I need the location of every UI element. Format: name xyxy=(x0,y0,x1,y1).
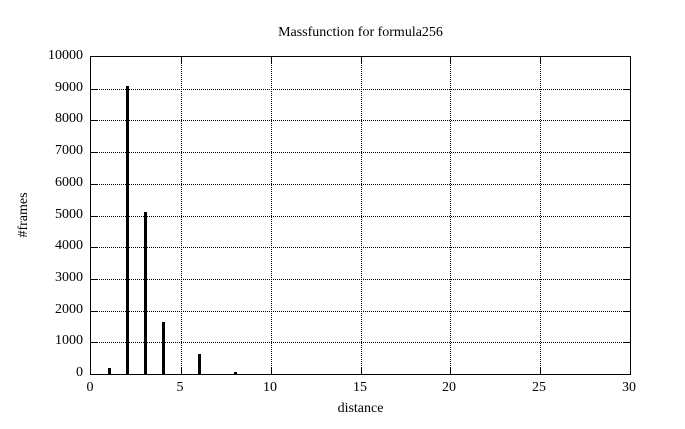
y-tick-left xyxy=(91,152,97,153)
x-tick-bottom xyxy=(181,368,182,374)
chart-title: Massfunction for formula256 xyxy=(278,25,443,40)
grid-line-horizontal xyxy=(91,152,630,153)
grid-line-vertical xyxy=(271,57,272,374)
y-tick-left xyxy=(91,342,97,343)
x-tick-top xyxy=(361,57,362,63)
y-tick-left xyxy=(91,120,97,121)
grid-line-horizontal xyxy=(91,279,630,280)
grid-line-horizontal xyxy=(91,216,630,217)
x-tick-bottom xyxy=(540,368,541,374)
x-tick-bottom xyxy=(271,368,272,374)
x-tick-label: 15 xyxy=(353,380,367,395)
grid-line-horizontal xyxy=(91,311,630,312)
y-tick-right xyxy=(624,152,630,153)
x-tick-top xyxy=(450,57,451,63)
y-tick-left xyxy=(91,311,97,312)
y-tick-left xyxy=(91,216,97,217)
y-tick-label: 8000 xyxy=(55,111,83,126)
x-tick-label: 30 xyxy=(622,380,636,395)
y-tick-label: 10000 xyxy=(48,48,83,63)
y-tick-right xyxy=(624,89,630,90)
y-tick-label: 9000 xyxy=(55,80,83,95)
impulse-bar xyxy=(126,85,129,374)
y-tick-right xyxy=(624,311,630,312)
y-tick-right xyxy=(624,342,630,343)
y-tick-label: 7000 xyxy=(55,143,83,158)
impulse-bar xyxy=(108,367,111,374)
y-tick-label: 5000 xyxy=(55,207,83,222)
grid-line-horizontal xyxy=(91,342,630,343)
x-axis-title: distance xyxy=(337,401,384,416)
x-tick-top xyxy=(540,57,541,63)
grid-line-vertical xyxy=(361,57,362,374)
x-tick-top xyxy=(271,57,272,63)
x-tick-bottom xyxy=(450,368,451,374)
x-tick-bottom xyxy=(361,368,362,374)
y-tick-right xyxy=(624,247,630,248)
impulse-bar xyxy=(234,372,237,374)
y-tick-left xyxy=(91,247,97,248)
plot-area xyxy=(90,56,631,375)
grid-line-horizontal xyxy=(91,89,630,90)
y-tick-right xyxy=(624,216,630,217)
impulse-bar xyxy=(162,321,165,374)
grid-line-horizontal xyxy=(91,184,630,185)
y-tick-right xyxy=(624,279,630,280)
x-tick-label: 20 xyxy=(442,380,456,395)
x-tick-label: 5 xyxy=(176,380,184,395)
impulse-bar xyxy=(198,354,201,374)
impulse-bar xyxy=(144,212,147,374)
y-tick-left xyxy=(91,89,97,90)
grid-line-horizontal xyxy=(91,120,630,121)
grid-line-vertical xyxy=(450,57,451,374)
y-tick-left xyxy=(91,279,97,280)
grid-line-vertical xyxy=(540,57,541,374)
y-tick-label: 2000 xyxy=(55,302,83,317)
y-tick-label: 0 xyxy=(76,365,83,380)
grid-line-horizontal xyxy=(91,247,630,248)
y-tick-label: 6000 xyxy=(55,175,83,190)
x-tick-label: 0 xyxy=(86,380,94,395)
grid-line-vertical xyxy=(181,57,182,374)
y-tick-right xyxy=(624,184,630,185)
x-tick-top xyxy=(181,57,182,63)
x-tick-label: 25 xyxy=(532,380,546,395)
y-tick-label: 3000 xyxy=(55,270,83,285)
y-tick-left xyxy=(91,184,97,185)
y-tick-label: 1000 xyxy=(55,333,83,348)
x-tick-label: 10 xyxy=(263,380,277,395)
y-tick-right xyxy=(624,120,630,121)
y-tick-label: 4000 xyxy=(55,238,83,253)
